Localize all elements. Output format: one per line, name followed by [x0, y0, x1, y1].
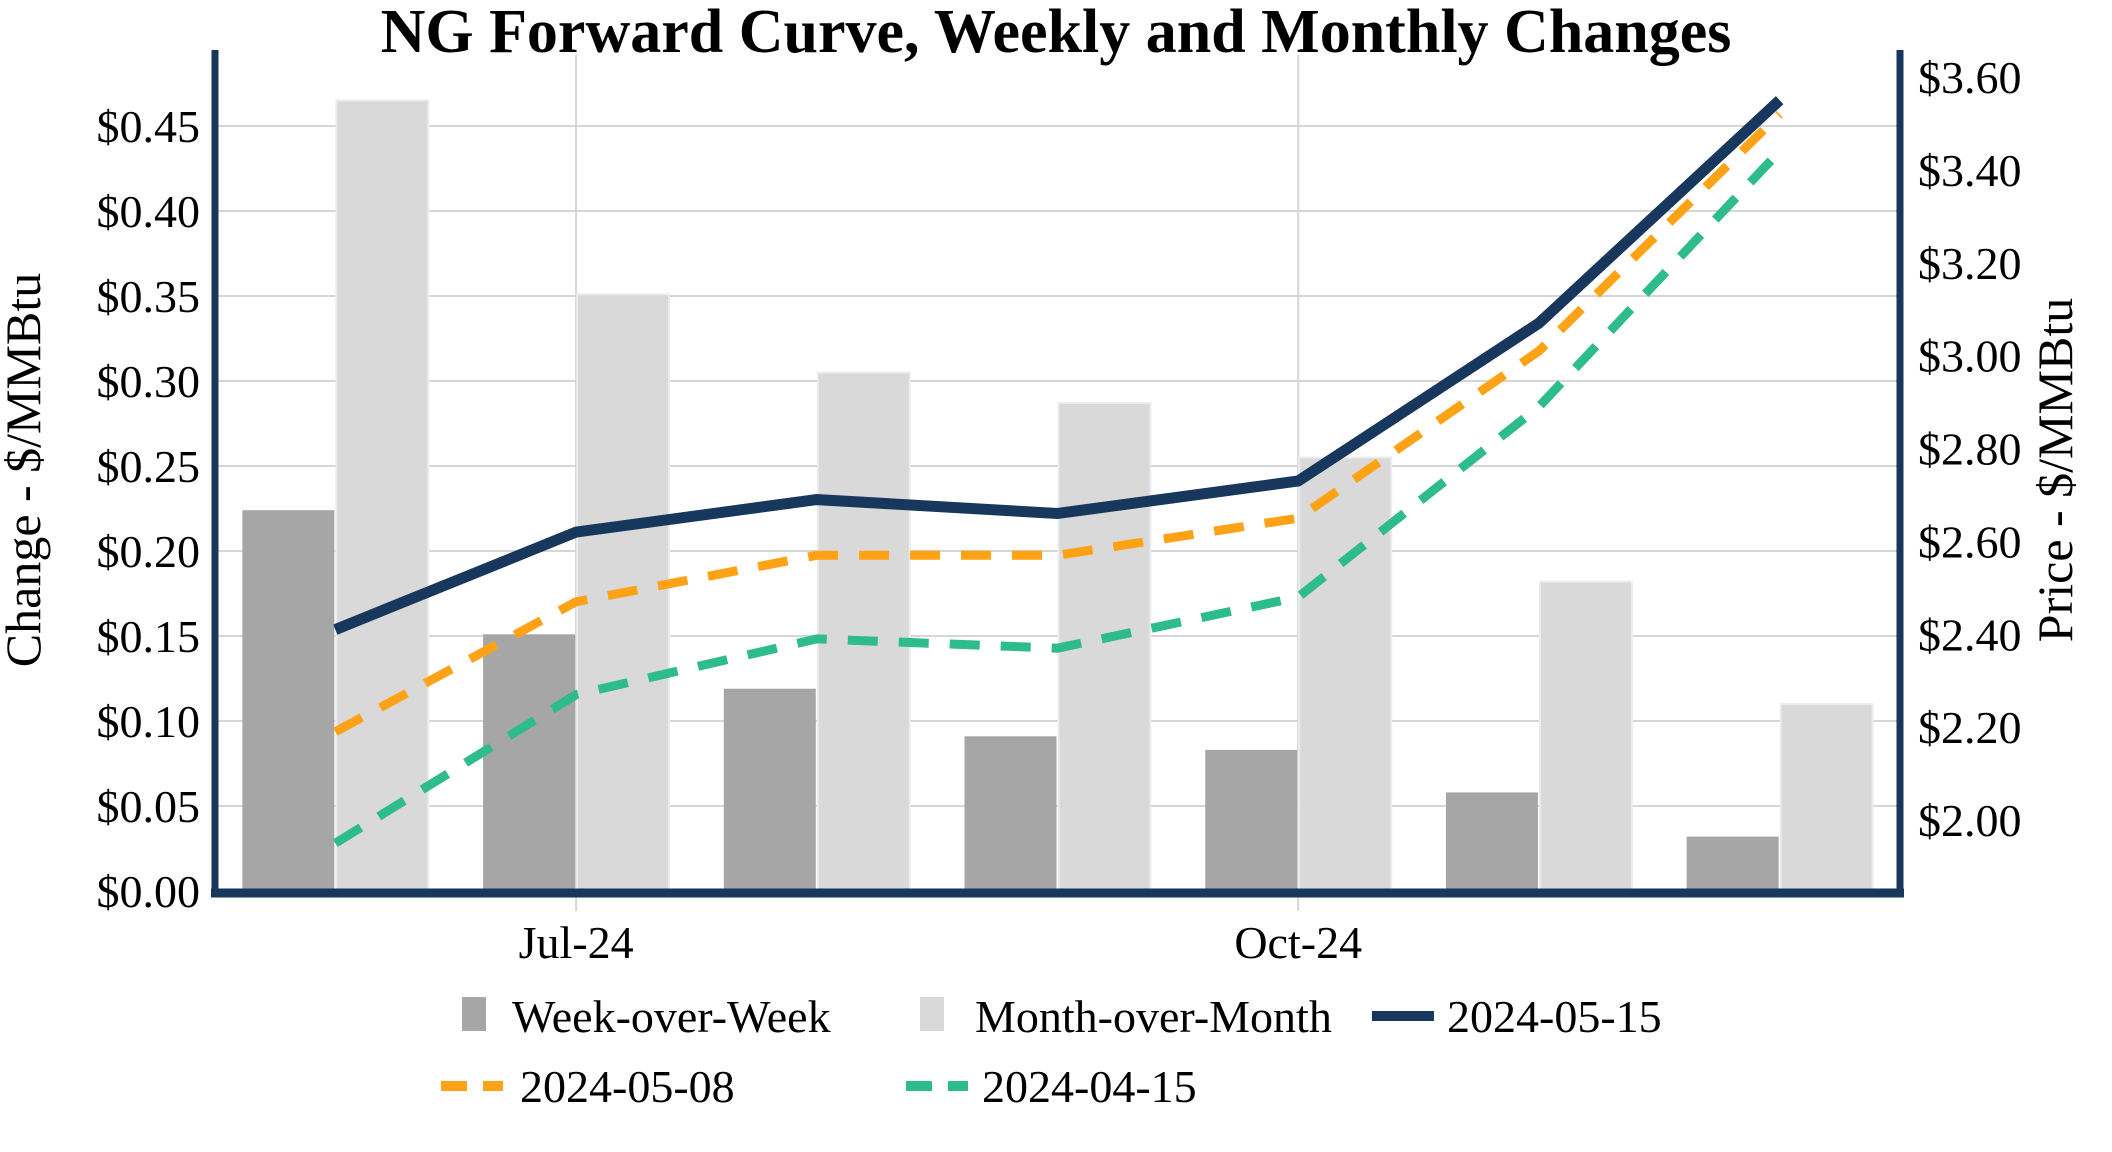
bar-week-over-week — [483, 634, 576, 891]
left-axis-tick-labels: $0.00 $0.05 $0.10 $0.15 $0.20 $0.25 $0.30 $0.35… — [97, 101, 201, 917]
bar-week-over-week — [964, 736, 1057, 891]
x-axis-tick-labels: Jul-24 Oct-24 — [519, 917, 1363, 968]
chart-title: NG Forward Curve, Weekly and Monthly Cha… — [381, 0, 1732, 66]
line-2024-05-08 — [333, 110, 1783, 736]
left-axis-tick-label: $0.45 — [97, 101, 201, 152]
legend-label: 2024-04-15 — [982, 1061, 1197, 1112]
right-axis-tick-label: $2.40 — [1918, 609, 2022, 660]
right-axis-tick-label: $3.40 — [1918, 145, 2022, 196]
bar-week-over-week — [1445, 792, 1538, 891]
left-axis-tick-label: $0.05 — [97, 781, 201, 832]
left-axis-tick-label: $0.30 — [97, 356, 201, 407]
line-2024-04-15 — [332, 148, 1783, 848]
right-axis-tick-label: $2.60 — [1918, 516, 2022, 567]
right-axis-tick-label: $3.60 — [1918, 52, 2022, 103]
line-series-group — [332, 96, 1784, 848]
left-axis-tick-label: $0.40 — [97, 186, 201, 237]
left-axis-title: Change - $/MMBtu — [0, 273, 51, 667]
right-axis-tick-label: $3.20 — [1918, 238, 2022, 289]
left-axis-tick-label: $0.15 — [97, 611, 201, 662]
legend-swatch-bar_light — [920, 997, 944, 1031]
x-axis-label: Oct-24 — [1234, 917, 1362, 968]
bar-week-over-week — [723, 688, 816, 891]
left-axis-tick-label: $0.10 — [97, 696, 201, 747]
axis-spines — [211, 50, 1904, 898]
bar-month-over-month — [1779, 703, 1874, 892]
bar-month-over-month — [816, 371, 911, 892]
right-axis-tick-label: $2.20 — [1918, 702, 2022, 753]
right-axis-tick-label: $3.00 — [1918, 331, 2022, 382]
right-axis-tick-labels: $2.00 $2.20 $2.40 $2.60 $2.80 $3.00 $3.20 $3.40… — [1918, 52, 2022, 846]
bar-month-over-month — [335, 99, 430, 892]
bar-series-group — [242, 99, 1874, 892]
x-axis-label: Jul-24 — [519, 917, 634, 968]
legend-label: 2024-05-08 — [520, 1061, 735, 1112]
bar-week-over-week — [242, 510, 335, 891]
bar-week-over-week — [1205, 749, 1298, 891]
bar-week-over-week — [1686, 836, 1779, 891]
right-axis-title: Price - $/MMBtu — [2027, 298, 2083, 642]
left-axis-tick-label: $0.20 — [97, 526, 201, 577]
legend-label: 2024-05-15 — [1447, 991, 1662, 1042]
line-2024-05-15 — [333, 96, 1784, 635]
left-axis-tick-label: $0.25 — [97, 441, 201, 492]
right-axis-tick-label: $2.80 — [1918, 424, 2022, 475]
vertical-gridlines — [575, 55, 1300, 911]
legend-swatch-bar_dark — [462, 997, 486, 1031]
right-axis-tick-label: $2.00 — [1918, 795, 2022, 846]
legend: Week-over-Week Month-over-Month 2024-05-15… — [441, 991, 1662, 1112]
left-axis-tick-label: $0.00 — [97, 866, 201, 917]
legend-label: Week-over-Week — [512, 991, 831, 1042]
left-axis-tick-label: $0.35 — [97, 271, 201, 322]
bar-month-over-month — [1538, 580, 1633, 892]
bar-month-over-month — [1298, 456, 1393, 892]
legend-label: Month-over-Month — [975, 991, 1332, 1042]
